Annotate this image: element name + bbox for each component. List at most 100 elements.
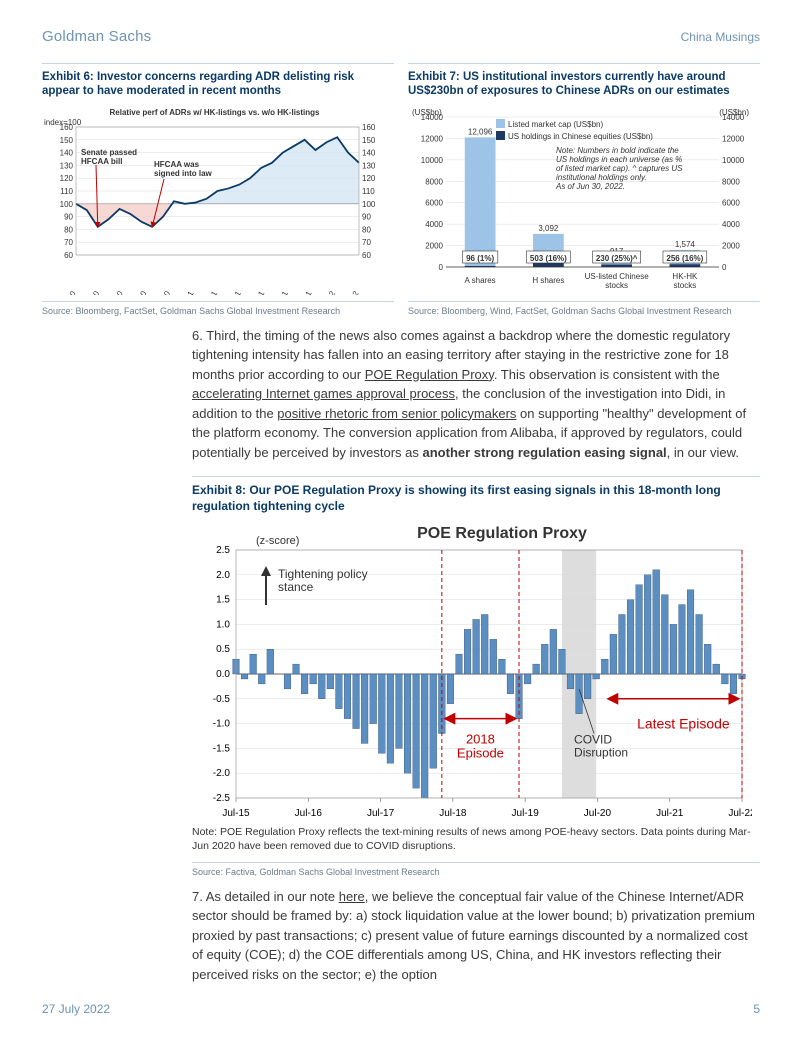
svg-text:HFCAA wassigned into law: HFCAA wassigned into law: [154, 160, 213, 178]
svg-text:Listed market cap (US$bn): Listed market cap (US$bn): [508, 120, 603, 129]
svg-text:1.5: 1.5: [216, 595, 230, 606]
svg-text:institutional holdings only.: institutional holdings only.: [556, 173, 647, 182]
svg-text:Senate passedHFCAA bill: Senate passedHFCAA bill: [81, 148, 137, 166]
exhibit7-chart: (US$bn)(US$bn)00200020004000400060006000…: [408, 105, 753, 295]
paragraph-6: 6. Third, the timing of the news also co…: [192, 326, 760, 463]
svg-text:8000: 8000: [425, 177, 443, 186]
svg-text:120: 120: [362, 174, 376, 183]
svg-text:2000: 2000: [722, 241, 740, 250]
svg-text:12,096: 12,096: [468, 127, 493, 136]
svg-text:12000: 12000: [722, 134, 745, 143]
svg-text:Relative perf of ADRs w/ HK-li: Relative perf of ADRs w/ HK-listings vs.…: [110, 108, 321, 117]
svg-text:60: 60: [64, 251, 73, 260]
svg-text:US-listed Chinese: US-listed Chinese: [585, 272, 650, 281]
svg-text:100: 100: [362, 200, 376, 209]
svg-text:70: 70: [362, 238, 371, 247]
svg-text:10000: 10000: [722, 156, 745, 165]
svg-text:3,092: 3,092: [538, 224, 559, 233]
svg-text:Oct-21: Oct-21: [270, 289, 290, 295]
svg-text:Dec-20: Dec-20: [151, 289, 172, 295]
svg-text:12000: 12000: [421, 134, 444, 143]
exhibit8-title: Exhibit 8: Our POE Regulation Proxy is s…: [192, 476, 760, 514]
svg-text:2000: 2000: [425, 241, 443, 250]
svg-text:Jun-22: Jun-22: [341, 289, 361, 295]
svg-text:110: 110: [60, 187, 73, 196]
svg-text:230 (25%)^: 230 (25%)^: [596, 254, 638, 263]
svg-text:COVIDDisruption: COVIDDisruption: [574, 733, 628, 760]
svg-text:256 (16%): 256 (16%): [666, 254, 703, 263]
svg-text:Dec-21: Dec-21: [293, 289, 314, 295]
svg-text:140: 140: [60, 148, 74, 157]
svg-text:6000: 6000: [425, 198, 443, 207]
svg-text:-2.0: -2.0: [213, 769, 231, 780]
svg-text:Jul-21: Jul-21: [656, 808, 684, 819]
exhibit7-title: Exhibit 7: US institutional investors cu…: [408, 63, 760, 99]
svg-text:Jun-20: Jun-20: [81, 289, 101, 295]
exhibit8-chart: POE Regulation Proxy (z-score) -2.5 -2.0 -1.…: [192, 522, 752, 822]
svg-text:8000: 8000: [722, 177, 740, 186]
svg-text:of listed market cap). ^ captu: of listed market cap). ^ captures US: [556, 164, 683, 173]
brand: Goldman Sachs: [42, 28, 151, 45]
svg-text:A shares: A shares: [465, 276, 496, 285]
svg-text:100: 100: [60, 200, 74, 209]
svg-text:1.0: 1.0: [216, 620, 230, 631]
svg-text:US holdings in each universe (: US holdings in each universe (as %: [556, 155, 682, 164]
svg-text:Jul-18: Jul-18: [439, 808, 467, 819]
svg-text:Apr-20: Apr-20: [58, 289, 78, 295]
svg-text:14000: 14000: [722, 113, 745, 122]
svg-text:6000: 6000: [722, 198, 740, 207]
svg-text:-2.5: -2.5: [213, 793, 231, 804]
svg-text:(z-score): (z-score): [256, 535, 299, 547]
svg-text:Jul-15: Jul-15: [222, 808, 250, 819]
svg-text:-1.0: -1.0: [213, 719, 231, 730]
svg-text:Feb-21: Feb-21: [175, 289, 196, 295]
svg-text:60: 60: [362, 251, 371, 260]
exhibit8-source: Source: Factiva, Goldman Sachs Global In…: [192, 862, 760, 877]
exhibit8-note: Note: POE Regulation Proxy reflects the …: [192, 826, 760, 853]
paragraph-7: 7. As detailed in our note here, we beli…: [192, 887, 760, 985]
svg-text:As of Jun 30, 2022.: As of Jun 30, 2022.: [555, 182, 625, 191]
svg-text:-1.5: -1.5: [213, 744, 231, 755]
footer-page: 5: [753, 1002, 760, 1016]
svg-text:2.5: 2.5: [216, 545, 230, 556]
svg-text:0.5: 0.5: [216, 645, 230, 656]
svg-text:110: 110: [362, 187, 375, 196]
exhibit6-source: Source: Bloomberg, FactSet, Goldman Sach…: [42, 301, 394, 316]
svg-text:130: 130: [60, 161, 74, 170]
svg-text:Jul-16: Jul-16: [295, 808, 323, 819]
svg-text:HK-HK: HK-HK: [672, 272, 698, 281]
svg-text:160: 160: [60, 123, 74, 132]
svg-text:0: 0: [722, 263, 727, 272]
doc-title: China Musings: [681, 30, 760, 44]
exhibit7-source: Source: Bloomberg, Wind, FactSet, Goldma…: [408, 301, 760, 316]
svg-text:Note: Numbers in bold indicate: Note: Numbers in bold indicate the: [556, 146, 679, 155]
svg-text:130: 130: [362, 161, 376, 170]
svg-text:Apr-21: Apr-21: [199, 289, 219, 295]
svg-text:Oct-20: Oct-20: [129, 289, 149, 295]
svg-text:70: 70: [64, 238, 73, 247]
svg-text:120: 120: [60, 174, 74, 183]
svg-text:Tightening policystance: Tightening policystance: [278, 567, 368, 594]
svg-text:Aug-21: Aug-21: [246, 289, 267, 295]
svg-text:160: 160: [362, 123, 376, 132]
svg-text:14000: 14000: [421, 113, 444, 122]
svg-text:4000: 4000: [722, 220, 740, 229]
svg-text:Jun-21: Jun-21: [223, 289, 243, 295]
svg-text:150: 150: [362, 136, 376, 145]
svg-text:0: 0: [439, 263, 444, 272]
svg-text:90: 90: [362, 212, 371, 221]
svg-text:2018Episode: 2018Episode: [457, 732, 504, 761]
svg-text:Jul-19: Jul-19: [512, 808, 540, 819]
svg-text:4000: 4000: [425, 220, 443, 229]
svg-text:POE Regulation Proxy: POE Regulation Proxy: [417, 525, 587, 542]
svg-text:Jul-20: Jul-20: [584, 808, 612, 819]
svg-text:2.0: 2.0: [216, 570, 230, 581]
svg-text:Jul-22: Jul-22: [728, 808, 752, 819]
exhibit6-title: Exhibit 6: Investor concerns regarding A…: [42, 63, 394, 99]
svg-text:10000: 10000: [421, 156, 444, 165]
svg-text:80: 80: [362, 225, 371, 234]
svg-text:Latest Episode: Latest Episode: [637, 716, 730, 732]
svg-text:Feb-22: Feb-22: [317, 289, 338, 295]
svg-text:80: 80: [64, 225, 73, 234]
svg-text:Aug-20: Aug-20: [104, 289, 125, 295]
